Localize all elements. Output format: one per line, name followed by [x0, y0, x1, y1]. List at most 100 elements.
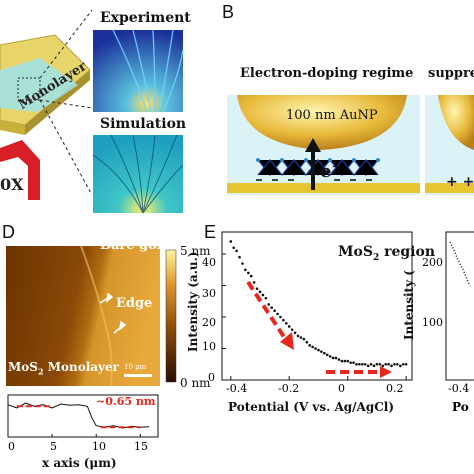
e-data-point — [372, 364, 376, 368]
e-data-point — [238, 255, 241, 259]
e-data-point — [328, 355, 332, 358]
e-data-point — [390, 364, 393, 368]
profile-x-tick: 5 — [50, 440, 57, 453]
e-data-point — [302, 337, 306, 341]
region-subscript: 2 — [372, 252, 380, 263]
e-data-point — [229, 240, 233, 243]
e-data-point — [244, 268, 247, 272]
e-data-point — [296, 334, 300, 338]
e-data-point — [235, 249, 238, 253]
e-data-point — [375, 362, 379, 366]
e-data-point — [355, 362, 358, 366]
e-data-point — [267, 303, 271, 306]
profile-x-tick: 0 — [8, 440, 15, 453]
e-data-point — [323, 351, 326, 355]
e-data-point — [343, 359, 347, 363]
e-data-point — [369, 362, 373, 366]
e-data-point — [249, 274, 253, 278]
mos2-text: MoS — [8, 360, 38, 374]
region-text: MoS — [338, 244, 373, 260]
e-data-point — [399, 364, 402, 368]
electron-label: e− — [320, 160, 341, 182]
panel-e-right-plot-frame — [445, 231, 474, 381]
e-y-axis-label: Intensity (a.u.) — [186, 251, 200, 352]
step-height-label: ~0.65 nm — [96, 395, 156, 408]
e-data-point — [337, 358, 341, 361]
electron-symbol: e — [320, 161, 332, 182]
e-y-tick: 0 — [208, 371, 215, 384]
e-data-point — [401, 362, 405, 366]
e-data-point — [396, 362, 399, 366]
e-y-tick: 30 — [202, 287, 216, 300]
e-data-point — [325, 353, 329, 357]
e-data-point — [299, 336, 303, 339]
e-x-axis-label: Potential (V vs. Ag/AgCl) — [228, 400, 395, 414]
e-data-point — [247, 271, 250, 275]
right-x-axis-label: Po — [452, 400, 469, 414]
e-data-point — [264, 296, 268, 300]
e-data-point — [361, 362, 364, 366]
e-data-point — [252, 281, 256, 284]
e-y-tick: 20 — [202, 316, 216, 329]
e-data-point — [378, 362, 382, 366]
e-data-point — [358, 362, 361, 366]
e-data-point — [290, 328, 294, 331]
experiment-label: Experiment — [100, 10, 191, 26]
region-suffix-text: region — [379, 244, 435, 260]
right-x-tick: -0.4 — [448, 382, 470, 395]
panel-e-letter: E — [204, 222, 217, 242]
scalebar-label: 10 μm — [124, 363, 147, 371]
profile-x-axis-label: x axis (μm) — [42, 456, 117, 470]
e-data-point — [314, 347, 317, 350]
right-y-tick: 200 — [422, 256, 443, 269]
experiment-image — [93, 29, 184, 113]
electron-superscript: − — [331, 160, 341, 173]
mos2-subscript: 2 — [37, 366, 44, 377]
e-data-point — [305, 340, 309, 344]
e-data-point — [352, 361, 355, 364]
regime-right-label: suppre — [428, 66, 474, 81]
profile-x-tick: 15 — [134, 440, 148, 453]
afm-colorbar — [165, 249, 177, 383]
e-data-point — [232, 246, 235, 250]
e-data-point — [270, 306, 273, 309]
e-data-point — [317, 348, 320, 352]
e-x-tick: 0.2 — [386, 382, 404, 395]
colorbar-min-label: 0 nm — [180, 376, 211, 390]
e-data-point — [331, 356, 335, 360]
e-data-point — [381, 364, 385, 368]
e-data-point — [255, 287, 259, 290]
e-data-point — [241, 262, 244, 265]
e-data-point — [287, 325, 291, 328]
e-data-point — [334, 356, 338, 360]
right-y-axis-label: Intensity ( — [402, 270, 416, 340]
e-data-point — [320, 350, 323, 353]
bare-gold-label: Bare gold — [100, 238, 171, 253]
e-data-point — [282, 318, 285, 322]
e-data-point — [349, 361, 352, 364]
panel-e-scatter-plot — [221, 231, 413, 381]
objective-label: 0X — [0, 175, 24, 194]
particle-label: 100 nm AuNP — [286, 108, 378, 123]
e-data-point — [340, 359, 344, 363]
e-data-point — [293, 331, 297, 335]
positive-charges-label: + + — [446, 174, 474, 190]
e-data-point — [346, 359, 349, 363]
e-data-point — [404, 362, 408, 366]
right-y-tick: 100 — [422, 316, 443, 329]
simulation-label: Simulation — [100, 116, 187, 132]
mos2-monolayer-label: MoS2 Monolayer — [8, 360, 119, 376]
e-data-point — [276, 312, 279, 316]
e-data-point — [273, 309, 276, 313]
colorbar-max-label: 5 nm — [180, 244, 211, 258]
e-data-point — [393, 362, 396, 366]
e-y-tick: 40 — [202, 256, 216, 269]
afm-image — [6, 245, 160, 387]
edge-label: Edge — [116, 296, 153, 311]
e-data-point — [258, 290, 262, 294]
e-x-tick: -0.4 — [226, 382, 248, 395]
e-data-point — [285, 322, 288, 325]
simulation-image — [92, 134, 184, 214]
